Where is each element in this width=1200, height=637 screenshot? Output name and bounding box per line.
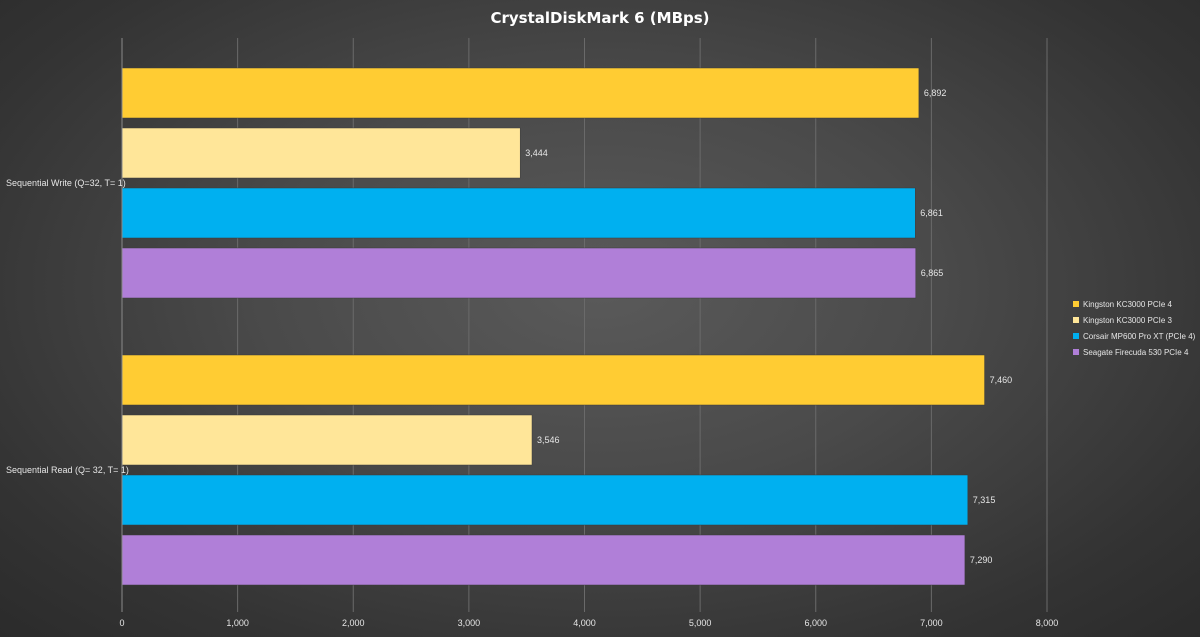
x-tick-label: 6,000 — [804, 618, 827, 628]
legend-swatch — [1073, 349, 1079, 355]
legend-swatch — [1073, 301, 1079, 307]
data-label: 6,865 — [921, 268, 944, 278]
legend-label: Kingston KC3000 PCIe 3 — [1083, 316, 1172, 325]
data-label: 6,861 — [920, 208, 943, 218]
bar — [121, 127, 521, 179]
x-tick-label: 7,000 — [920, 618, 943, 628]
x-tick-label: 4,000 — [573, 618, 596, 628]
bar — [121, 247, 917, 299]
bar — [121, 67, 920, 119]
data-label: 7,460 — [990, 375, 1013, 385]
data-label: 3,546 — [537, 435, 560, 445]
bar — [121, 414, 533, 466]
legend-swatch — [1073, 333, 1079, 339]
axis-layer: 0 1,000 2,000 3,000 4,000 5,000 6,000 7,000 8,00… — [6, 38, 1058, 628]
legend-swatch — [1073, 317, 1079, 323]
data-labels-layer: 6,892 3,444 6,861 6,865 7,460 3,546 7,315 7,290 — [525, 88, 1012, 565]
bar — [121, 354, 985, 406]
x-tick-label: 8,000 — [1036, 618, 1059, 628]
category-label: Sequential Read (Q= 32, T= 1) — [6, 465, 129, 475]
x-tick-label: 0 — [119, 618, 124, 628]
legend-label: Seagate Firecuda 530 PCIe 4 — [1083, 348, 1189, 357]
x-tick-label: 5,000 — [689, 618, 712, 628]
legend: Kingston KC3000 PCIe 4 Kingston KC3000 PC… — [1073, 300, 1196, 357]
bar — [121, 534, 966, 586]
bar — [121, 474, 969, 526]
x-tick-label: 1,000 — [226, 618, 249, 628]
data-label: 6,892 — [924, 88, 947, 98]
x-tick-label: 3,000 — [458, 618, 481, 628]
bars-layer — [121, 67, 985, 586]
x-tick-label: 2,000 — [342, 618, 365, 628]
data-label: 3,444 — [525, 148, 548, 158]
legend-label: Corsair MP600 Pro XT (PCIe 4) — [1083, 332, 1196, 341]
grid-layer — [237, 38, 1048, 612]
data-label: 7,315 — [973, 495, 996, 505]
chart-title: CrystalDiskMark 6 (MBps) — [490, 9, 709, 27]
category-label: Sequential Write (Q=32, T= 1) — [6, 178, 126, 188]
legend-label: Kingston KC3000 PCIe 4 — [1083, 300, 1172, 309]
bar — [121, 187, 916, 239]
data-label: 7,290 — [970, 555, 993, 565]
